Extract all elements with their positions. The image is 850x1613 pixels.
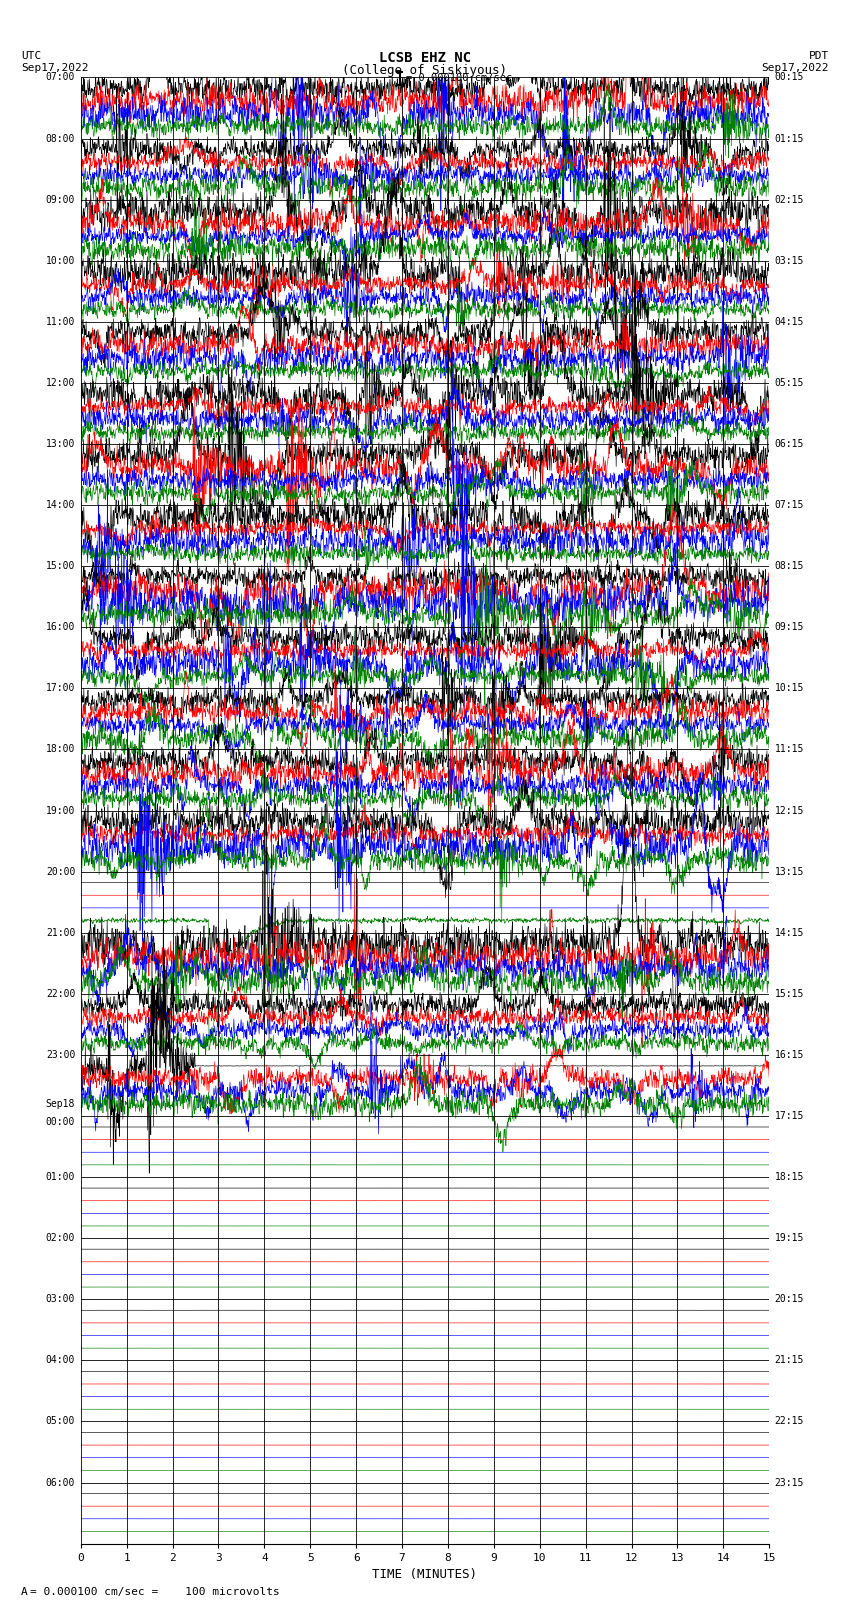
- Text: 07:00: 07:00: [46, 73, 75, 82]
- Text: 10:15: 10:15: [775, 684, 804, 694]
- Text: 14:15: 14:15: [775, 927, 804, 937]
- Text: 01:15: 01:15: [775, 134, 804, 144]
- Text: Sep18: Sep18: [46, 1098, 75, 1110]
- Text: 12:15: 12:15: [775, 805, 804, 816]
- Text: Sep17,2022: Sep17,2022: [21, 63, 88, 73]
- Text: 23:15: 23:15: [775, 1478, 804, 1487]
- Text: 06:00: 06:00: [46, 1478, 75, 1487]
- Text: 03:00: 03:00: [46, 1294, 75, 1305]
- Text: 11:15: 11:15: [775, 745, 804, 755]
- Text: 00:15: 00:15: [775, 73, 804, 82]
- Text: 21:00: 21:00: [46, 927, 75, 937]
- Text: 17:00: 17:00: [46, 684, 75, 694]
- Text: 18:15: 18:15: [775, 1173, 804, 1182]
- Text: 19:15: 19:15: [775, 1234, 804, 1244]
- Text: 03:15: 03:15: [775, 256, 804, 266]
- Text: 02:00: 02:00: [46, 1234, 75, 1244]
- Text: 05:15: 05:15: [775, 377, 804, 387]
- Text: 22:00: 22:00: [46, 989, 75, 998]
- Text: 09:15: 09:15: [775, 623, 804, 632]
- Text: 01:00: 01:00: [46, 1173, 75, 1182]
- Text: 02:15: 02:15: [775, 195, 804, 205]
- Text: 13:00: 13:00: [46, 439, 75, 448]
- Text: 09:00: 09:00: [46, 195, 75, 205]
- Text: 18:00: 18:00: [46, 745, 75, 755]
- Text: 17:15: 17:15: [775, 1111, 804, 1121]
- Text: 04:00: 04:00: [46, 1355, 75, 1365]
- Text: 16:00: 16:00: [46, 623, 75, 632]
- Text: 08:15: 08:15: [775, 561, 804, 571]
- Text: 00:00: 00:00: [46, 1118, 75, 1127]
- Text: A: A: [21, 1587, 28, 1597]
- Text: 11:00: 11:00: [46, 316, 75, 327]
- Text: PDT: PDT: [808, 50, 829, 61]
- Text: 08:00: 08:00: [46, 134, 75, 144]
- Text: 15:15: 15:15: [775, 989, 804, 998]
- Text: LCSB EHZ NC: LCSB EHZ NC: [379, 50, 471, 65]
- Text: 20:00: 20:00: [46, 866, 75, 876]
- Text: 05:00: 05:00: [46, 1416, 75, 1426]
- Text: 20:15: 20:15: [775, 1294, 804, 1305]
- Text: 23:00: 23:00: [46, 1050, 75, 1060]
- Text: 19:00: 19:00: [46, 805, 75, 816]
- Text: 10:00: 10:00: [46, 256, 75, 266]
- Text: 14:00: 14:00: [46, 500, 75, 510]
- Text: 22:15: 22:15: [775, 1416, 804, 1426]
- Text: 15:00: 15:00: [46, 561, 75, 571]
- Text: = 0.000100 cm/sec: = 0.000100 cm/sec: [406, 73, 513, 84]
- Text: 13:15: 13:15: [775, 866, 804, 876]
- X-axis label: TIME (MINUTES): TIME (MINUTES): [372, 1568, 478, 1581]
- Text: 04:15: 04:15: [775, 316, 804, 327]
- Text: 07:15: 07:15: [775, 500, 804, 510]
- Text: (College of Siskiyous): (College of Siskiyous): [343, 65, 507, 77]
- Text: 21:15: 21:15: [775, 1355, 804, 1365]
- Text: = 0.000100 cm/sec =    100 microvolts: = 0.000100 cm/sec = 100 microvolts: [30, 1587, 280, 1597]
- Text: UTC: UTC: [21, 50, 42, 61]
- Text: 06:15: 06:15: [775, 439, 804, 448]
- Text: 16:15: 16:15: [775, 1050, 804, 1060]
- Text: 12:00: 12:00: [46, 377, 75, 387]
- Text: Sep17,2022: Sep17,2022: [762, 63, 829, 73]
